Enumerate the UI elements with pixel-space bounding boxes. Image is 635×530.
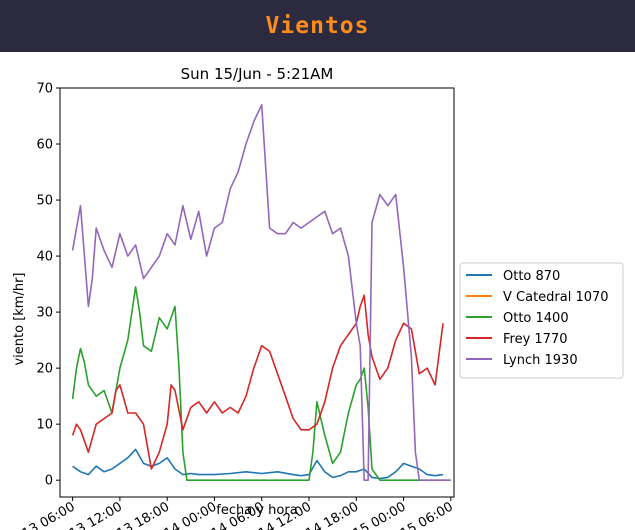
legend-label: V Catedral 1070 (503, 290, 609, 305)
y-tick-label: 50 (36, 194, 53, 209)
legend-label: Otto 1400 (503, 311, 569, 326)
x-tick-label: 14 00:00 (162, 499, 220, 530)
header-title: Vientos (265, 13, 370, 39)
legend-label: Frey 1770 (503, 332, 568, 347)
x-tick-label: 15 06:00 (398, 499, 456, 530)
y-tick-label: 70 (36, 82, 53, 97)
series-line (71, 286, 451, 481)
x-tick-label: 14 18:00 (303, 499, 361, 530)
x-tick-label: 13 06:00 (20, 499, 78, 530)
x-tick-label: 13 12:00 (67, 499, 125, 530)
wind-chart-svg: Sun 15/Jun - 5:21AM 0 10 20 30 40 50 60 70 13 0… (12, 65, 624, 530)
series-line (72, 448, 444, 480)
x-axis-title: fecha y hora (216, 503, 297, 518)
y-tick-label: 0 (45, 474, 53, 489)
wind-chart: Sun 15/Jun - 5:21AM 0 10 20 30 40 50 60 70 13 0… (0, 52, 635, 530)
plot-lines (71, 104, 451, 481)
app-header: Vientos (0, 0, 635, 52)
y-tick-label: 20 (36, 362, 53, 377)
legend-box (459, 262, 624, 379)
plot-frame (59, 87, 455, 498)
series-line (71, 294, 444, 470)
y-tick-label: 30 (36, 306, 53, 321)
x-tick-label: 15 00:00 (351, 499, 409, 530)
series-line (71, 104, 451, 481)
legend: Otto 870 V Catedral 1070 Otto 1400 Frey 177… (459, 262, 624, 379)
y-tick-label: 10 (36, 418, 53, 433)
legend-label: Lynch 1930 (503, 353, 578, 368)
chart-title: Sun 15/Jun - 5:21AM (181, 65, 334, 83)
x-tick-label: 13 18:00 (114, 499, 172, 530)
y-axis-title: viento [km/hr] (12, 272, 27, 365)
y-tick-label: 40 (36, 250, 53, 265)
y-tick-label: 60 (36, 138, 53, 153)
y-axis: 0 10 20 30 40 50 60 70 (36, 82, 60, 489)
legend-label: Otto 870 (503, 269, 560, 284)
